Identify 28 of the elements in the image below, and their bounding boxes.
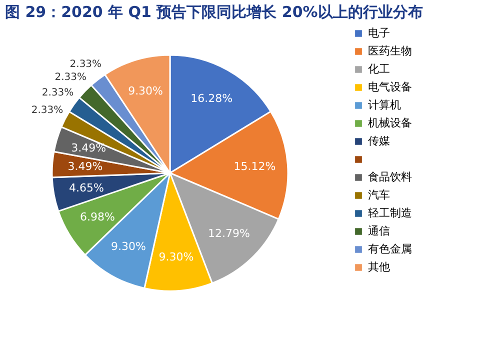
legend-label: 化工 [368, 62, 390, 76]
data-label: 3.49% [71, 142, 106, 155]
legend-label: 机械设备 [368, 116, 412, 130]
legend-label: 电子 [368, 26, 390, 40]
data-label: 15.12% [234, 160, 276, 173]
legend-label: 通信 [368, 224, 390, 238]
chart-title: 图 29：2020 年 Q1 预告下限同比增长 20%以上的行业分布 [5, 3, 423, 21]
legend-label: 食品饮料 [368, 170, 412, 184]
data-label: 2.33% [42, 88, 74, 99]
data-label: 2.33% [54, 72, 87, 84]
legend-label: 轻工制造 [368, 206, 412, 220]
legend-label: 电气设备 [368, 80, 412, 94]
data-label: 3.49% [68, 160, 103, 173]
data-label: 9.30% [128, 84, 164, 98]
data-label: 2.33% [70, 58, 102, 70]
data-label: 9.30% [110, 240, 146, 254]
legend-label: 其他 [368, 260, 390, 274]
data-label: 9.30% [158, 250, 194, 264]
legend-label: 传媒 [368, 134, 390, 148]
legend-label: 汽车 [368, 188, 390, 202]
legend-label: 计算机 [368, 98, 401, 112]
legend-label: 医药生物 [368, 44, 412, 58]
data-label: 16.28% [190, 92, 233, 105]
data-label: 2.33% [31, 104, 64, 116]
data-label: 4.65% [68, 181, 104, 194]
data-label: 6.98% [80, 210, 115, 224]
data-label: 12.79% [208, 227, 250, 240]
legend-label: 有色金属 [368, 242, 412, 256]
